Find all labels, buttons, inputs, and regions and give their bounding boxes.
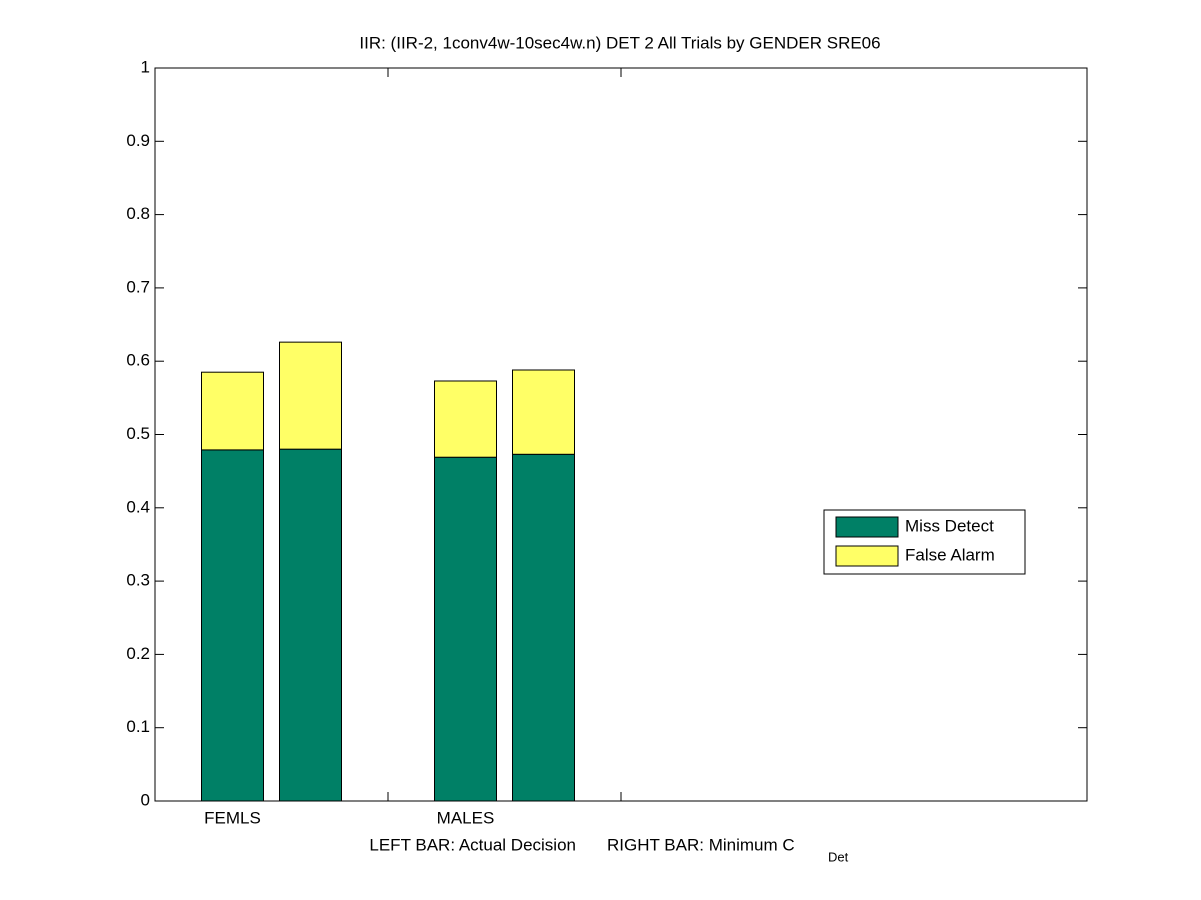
y-tick-label: 0.5 <box>126 424 150 443</box>
bar-segment <box>434 456 497 802</box>
bar-segment <box>201 371 264 451</box>
legend: Miss Detect False Alarm <box>823 509 1026 575</box>
bar-segment <box>512 453 575 802</box>
chart-title: IIR: (IIR-2, 1conv4w-10sec4w.n) DET 2 Al… <box>359 33 880 52</box>
y-tick-label: 0.8 <box>126 204 150 223</box>
bar-segment <box>279 341 342 450</box>
y-tick-label: 0.2 <box>126 644 150 663</box>
legend-swatch <box>835 545 899 567</box>
bar-segment <box>279 448 342 802</box>
x-tick-label: MALES <box>437 808 495 827</box>
y-tick-label: 0.1 <box>126 717 150 736</box>
legend-label: False Alarm <box>905 545 995 564</box>
bar-segment <box>512 369 575 455</box>
legend-swatch <box>835 516 899 538</box>
y-tick-label: 0.6 <box>126 351 150 370</box>
x-axis-label-subscript: Det <box>828 849 849 864</box>
legend-label: Miss Detect <box>905 516 994 535</box>
y-tick-label: 1 <box>141 57 150 76</box>
y-tick-label: 0.3 <box>126 571 150 590</box>
x-tick-label: FEMLS <box>204 808 261 827</box>
y-tick-label: 0.4 <box>126 497 150 516</box>
y-tick-label: 0.7 <box>126 277 150 296</box>
bar-segment <box>201 449 264 802</box>
y-tick-label: 0.9 <box>126 131 150 150</box>
bar-segment <box>434 380 497 458</box>
x-axis-label: LEFT BAR: Actual Decision <box>369 835 576 854</box>
x-axis-label: RIGHT BAR: Minimum C <box>607 835 795 854</box>
y-tick-label: 0 <box>141 790 150 809</box>
